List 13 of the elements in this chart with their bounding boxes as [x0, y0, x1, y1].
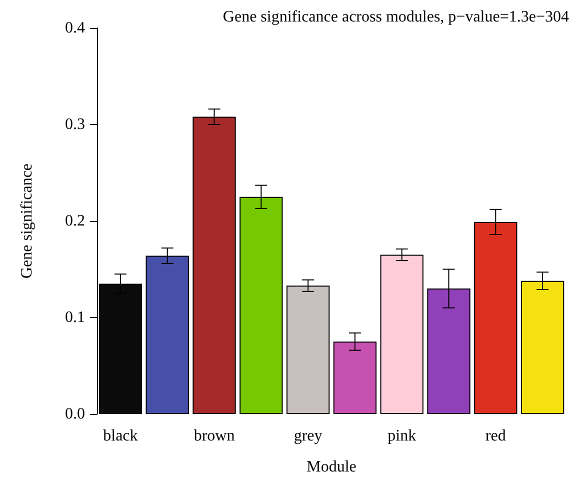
- x-tick-label: pink: [388, 428, 416, 444]
- y-tick-label: 0.2: [65, 212, 85, 230]
- y-axis-title: Gene significance: [18, 163, 36, 279]
- y-tick-label: 0.0: [65, 406, 85, 422]
- y-tick-label: 0.3: [65, 116, 85, 133]
- x-tick-label: brown: [194, 428, 235, 444]
- x-tick-label: grey: [294, 428, 322, 444]
- chart-title: Gene significance across modules, p−value=1.3e−304: [222, 8, 569, 26]
- y-tick-label: 0.1: [65, 309, 85, 326]
- x-axis-title: Module: [306, 458, 356, 476]
- y-tick-label: 0.4: [65, 20, 85, 36]
- x-tick-label: red: [485, 428, 506, 444]
- x-tick-label: black: [103, 428, 138, 444]
